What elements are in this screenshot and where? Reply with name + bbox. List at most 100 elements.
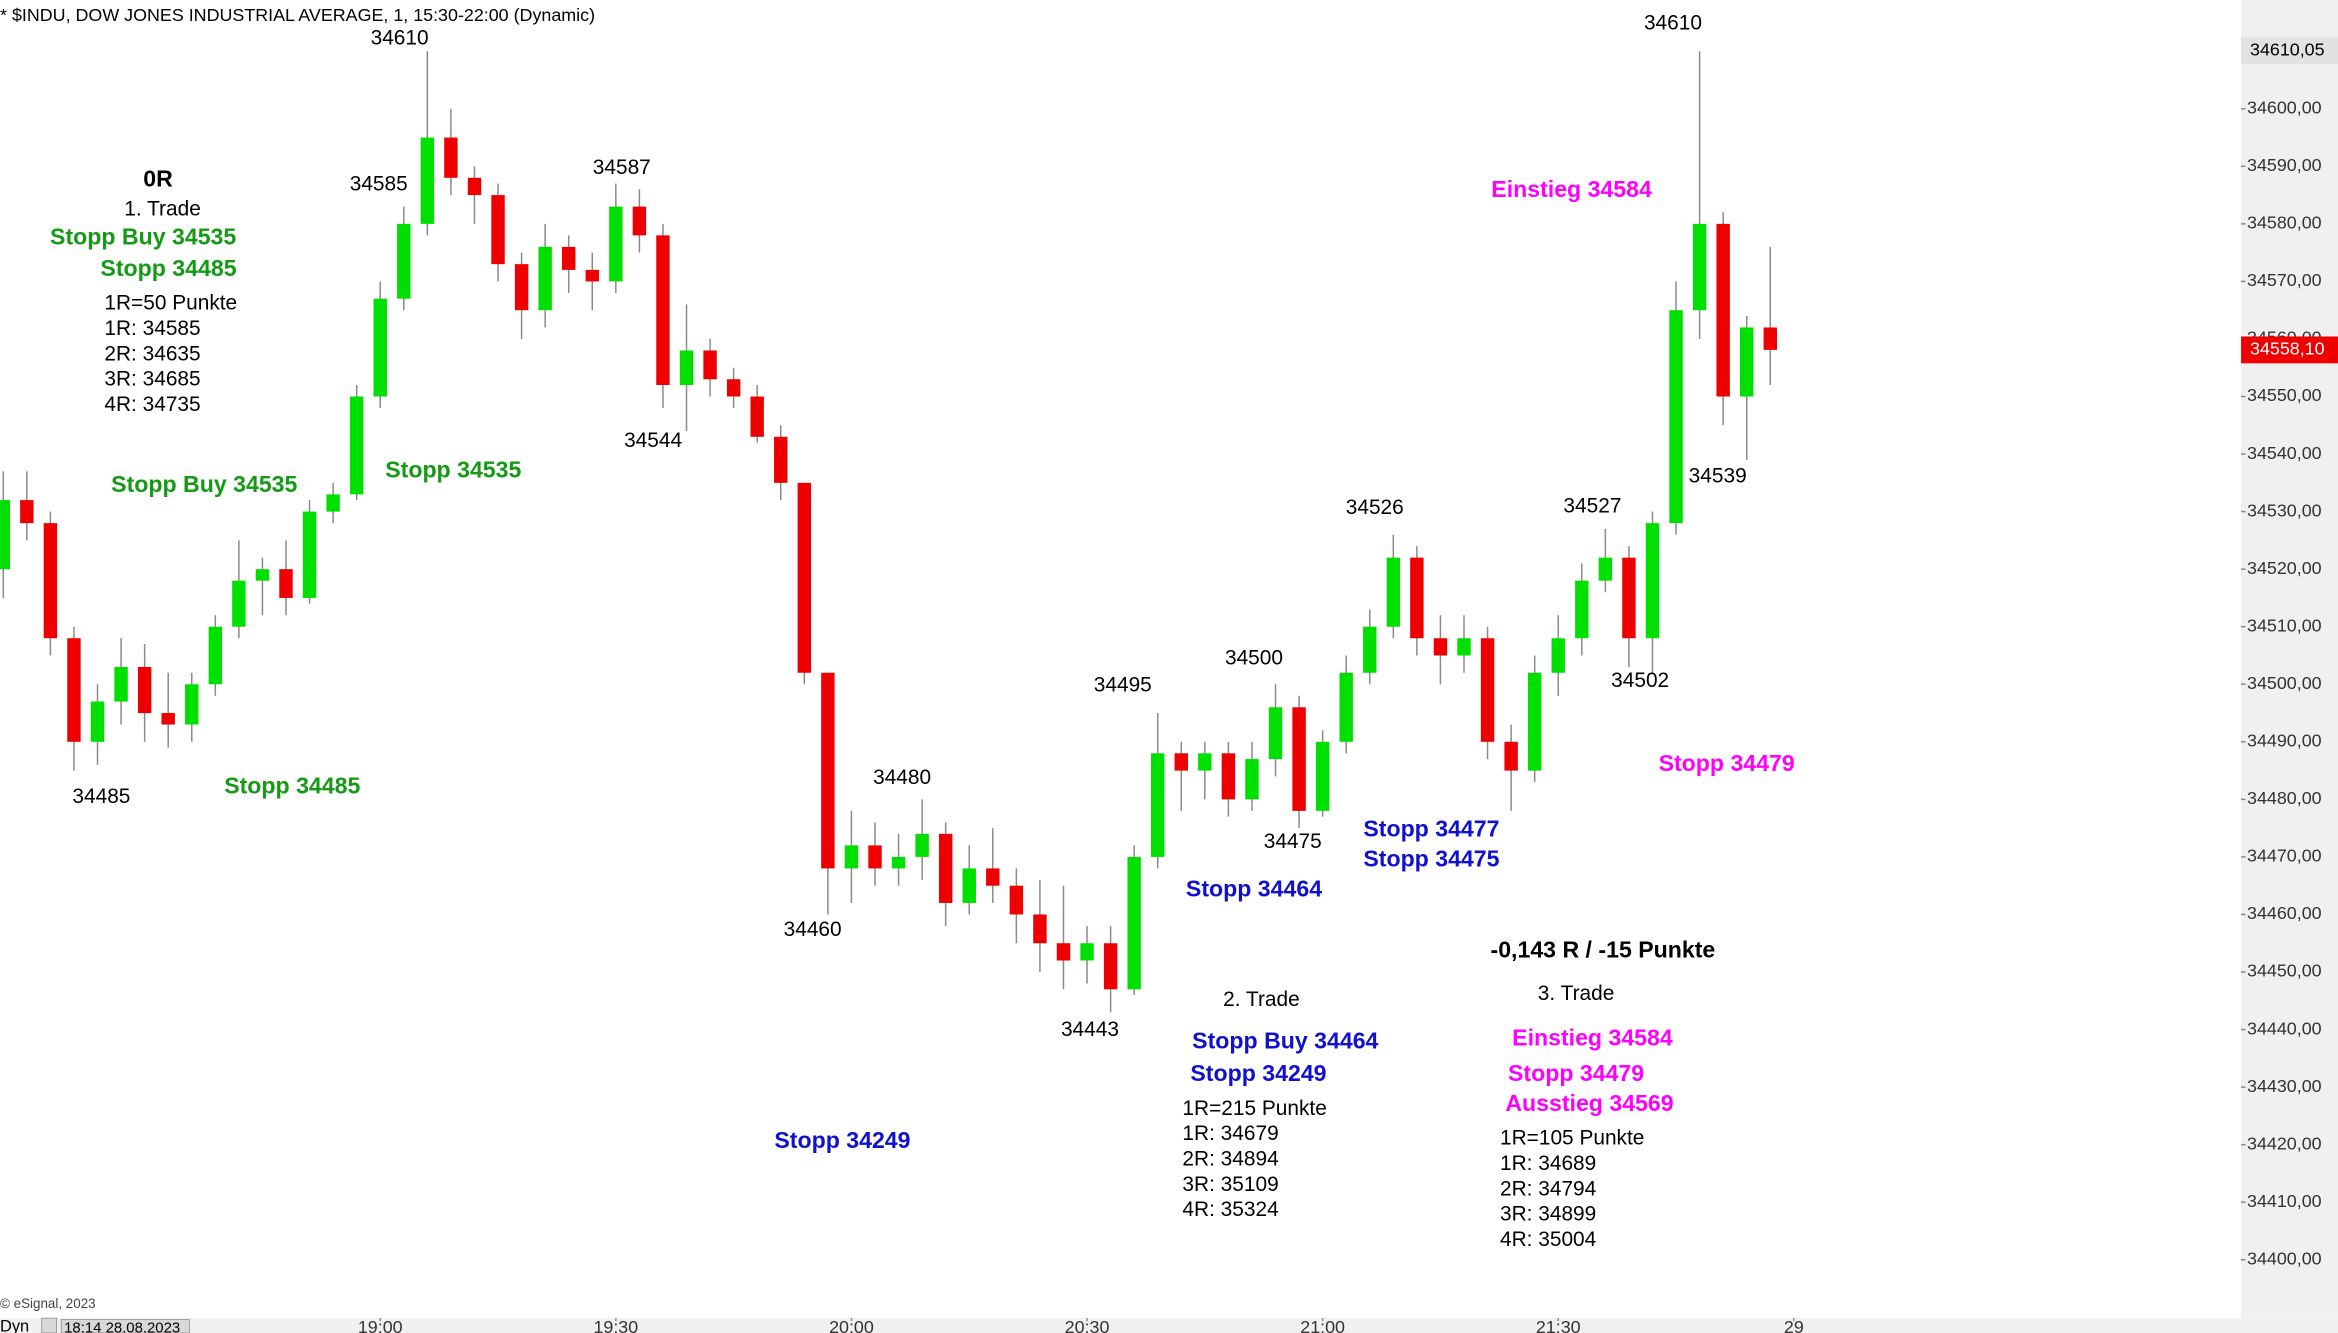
annotation: 34585 xyxy=(350,172,408,195)
y-tick-label: 34450,00 xyxy=(2247,961,2322,981)
x-tick-label: 19:30 xyxy=(593,1317,638,1333)
candle-body xyxy=(1221,753,1236,800)
annotation: Stopp Buy 34464 xyxy=(1192,1027,1378,1053)
y-tick-label: 34510,00 xyxy=(2247,615,2322,635)
candle-body xyxy=(797,482,812,673)
mode: Dyn xyxy=(0,1317,29,1333)
mode-icon xyxy=(41,1317,58,1333)
candle-body xyxy=(538,246,552,311)
annotation: 1R: 34689 xyxy=(1500,1152,1596,1175)
price-marker xyxy=(2241,37,2338,65)
candle-body xyxy=(1268,707,1283,760)
candle-body xyxy=(1622,557,1636,639)
annotation: 3R: 35109 xyxy=(1182,1173,1278,1196)
candle-body xyxy=(1198,753,1212,771)
price-marker-label: 34558,10 xyxy=(2250,339,2325,359)
annotation: Stopp 34475 xyxy=(1363,845,1499,871)
y-tick-label: 34470,00 xyxy=(2247,846,2322,866)
candle-body xyxy=(1551,638,1565,673)
price-axis xyxy=(2241,0,2338,1319)
candle-body xyxy=(420,137,435,224)
y-tick-label: 34440,00 xyxy=(2247,1018,2322,1038)
candle-body xyxy=(1645,523,1660,639)
y-tick-label: 34460,00 xyxy=(2247,903,2322,923)
annotation: 34527 xyxy=(1563,494,1621,517)
candle-body xyxy=(349,396,364,495)
annotation: 34610 xyxy=(1644,11,1702,34)
candle-body xyxy=(1763,327,1777,350)
candle-body xyxy=(938,833,953,903)
candle-body xyxy=(232,580,246,627)
candle-body xyxy=(1103,943,1118,990)
annotation: Einstieg 34584 xyxy=(1491,176,1652,202)
candle-body xyxy=(1292,707,1306,811)
annotation: Stopp 34535 xyxy=(385,456,521,482)
annotation: 34443 xyxy=(1061,1018,1119,1041)
price-marker-label: 34610,05 xyxy=(2250,40,2325,60)
candle-body xyxy=(1386,557,1401,627)
candle-body xyxy=(1598,557,1613,581)
annotation: 34610 xyxy=(371,26,429,49)
candle-body xyxy=(326,494,340,512)
candle-body xyxy=(1527,672,1542,771)
candle-body xyxy=(467,177,482,196)
candle-body xyxy=(208,626,223,685)
candle-body xyxy=(1575,580,1589,639)
annotation: 34544 xyxy=(624,429,682,452)
annotation: 34587 xyxy=(593,156,651,179)
candle-body xyxy=(397,223,411,299)
candle-body xyxy=(1669,310,1683,524)
annotation: Stopp 34477 xyxy=(1363,816,1499,842)
annotation: 3R: 34899 xyxy=(1500,1203,1596,1226)
candle-body xyxy=(1174,753,1188,771)
x-tick-label: 21:00 xyxy=(1300,1317,1345,1333)
y-tick-label: 34480,00 xyxy=(2247,788,2322,808)
annotation: 2R: 34894 xyxy=(1182,1148,1278,1171)
annotation: 3R: 34685 xyxy=(104,368,200,391)
timestamp-box xyxy=(60,1319,190,1333)
candle-body xyxy=(279,569,293,598)
candle-body xyxy=(43,523,58,639)
candle-body xyxy=(1480,638,1495,742)
annotation: 1R=215 Punkte xyxy=(1182,1097,1326,1120)
annotation: 1R: 34585 xyxy=(104,317,200,340)
candle-body xyxy=(774,436,788,483)
candle-body xyxy=(562,246,576,270)
annotation: Ausstieg 34569 xyxy=(1505,1090,1673,1116)
timestamp: 18:14 28.08.2023 xyxy=(64,1320,180,1333)
x-tick-label: 20:00 xyxy=(829,1317,874,1333)
annotation: 2. Trade xyxy=(1223,988,1300,1011)
y-tick-label: 34500,00 xyxy=(2247,673,2322,693)
annotation: 4R: 35004 xyxy=(1500,1228,1596,1251)
candle-body xyxy=(161,713,175,725)
candle-body xyxy=(656,235,670,386)
candle-body xyxy=(1692,223,1707,311)
candle-body xyxy=(915,833,929,857)
candle-body xyxy=(185,684,199,725)
candle-body xyxy=(1433,638,1448,656)
candle-body xyxy=(1410,557,1424,639)
x-tick-label: 29 xyxy=(1784,1317,1804,1333)
y-tick-label: 34420,00 xyxy=(2247,1133,2322,1153)
candle-body xyxy=(373,298,387,397)
candle-body xyxy=(1339,672,1353,742)
candle-body xyxy=(1080,943,1094,961)
candle-body xyxy=(703,350,717,380)
candle-body xyxy=(1245,759,1259,800)
candle-body xyxy=(609,206,623,282)
y-tick-label: 34540,00 xyxy=(2247,443,2322,463)
candle-body xyxy=(514,264,529,311)
candle-body xyxy=(986,868,1000,886)
annotation: 4R: 35324 xyxy=(1182,1198,1278,1221)
annotation: 34526 xyxy=(1346,496,1404,519)
candle-body xyxy=(137,666,152,714)
candle-body xyxy=(444,137,458,178)
y-tick-label: 34550,00 xyxy=(2247,385,2322,405)
x-tick-label: 21:30 xyxy=(1536,1317,1581,1333)
candle-body xyxy=(67,638,81,742)
candle-body xyxy=(1315,741,1330,811)
annotation: 34480 xyxy=(873,766,931,789)
annotation: 4R: 34735 xyxy=(104,393,200,416)
annotation: 34475 xyxy=(1264,830,1322,853)
